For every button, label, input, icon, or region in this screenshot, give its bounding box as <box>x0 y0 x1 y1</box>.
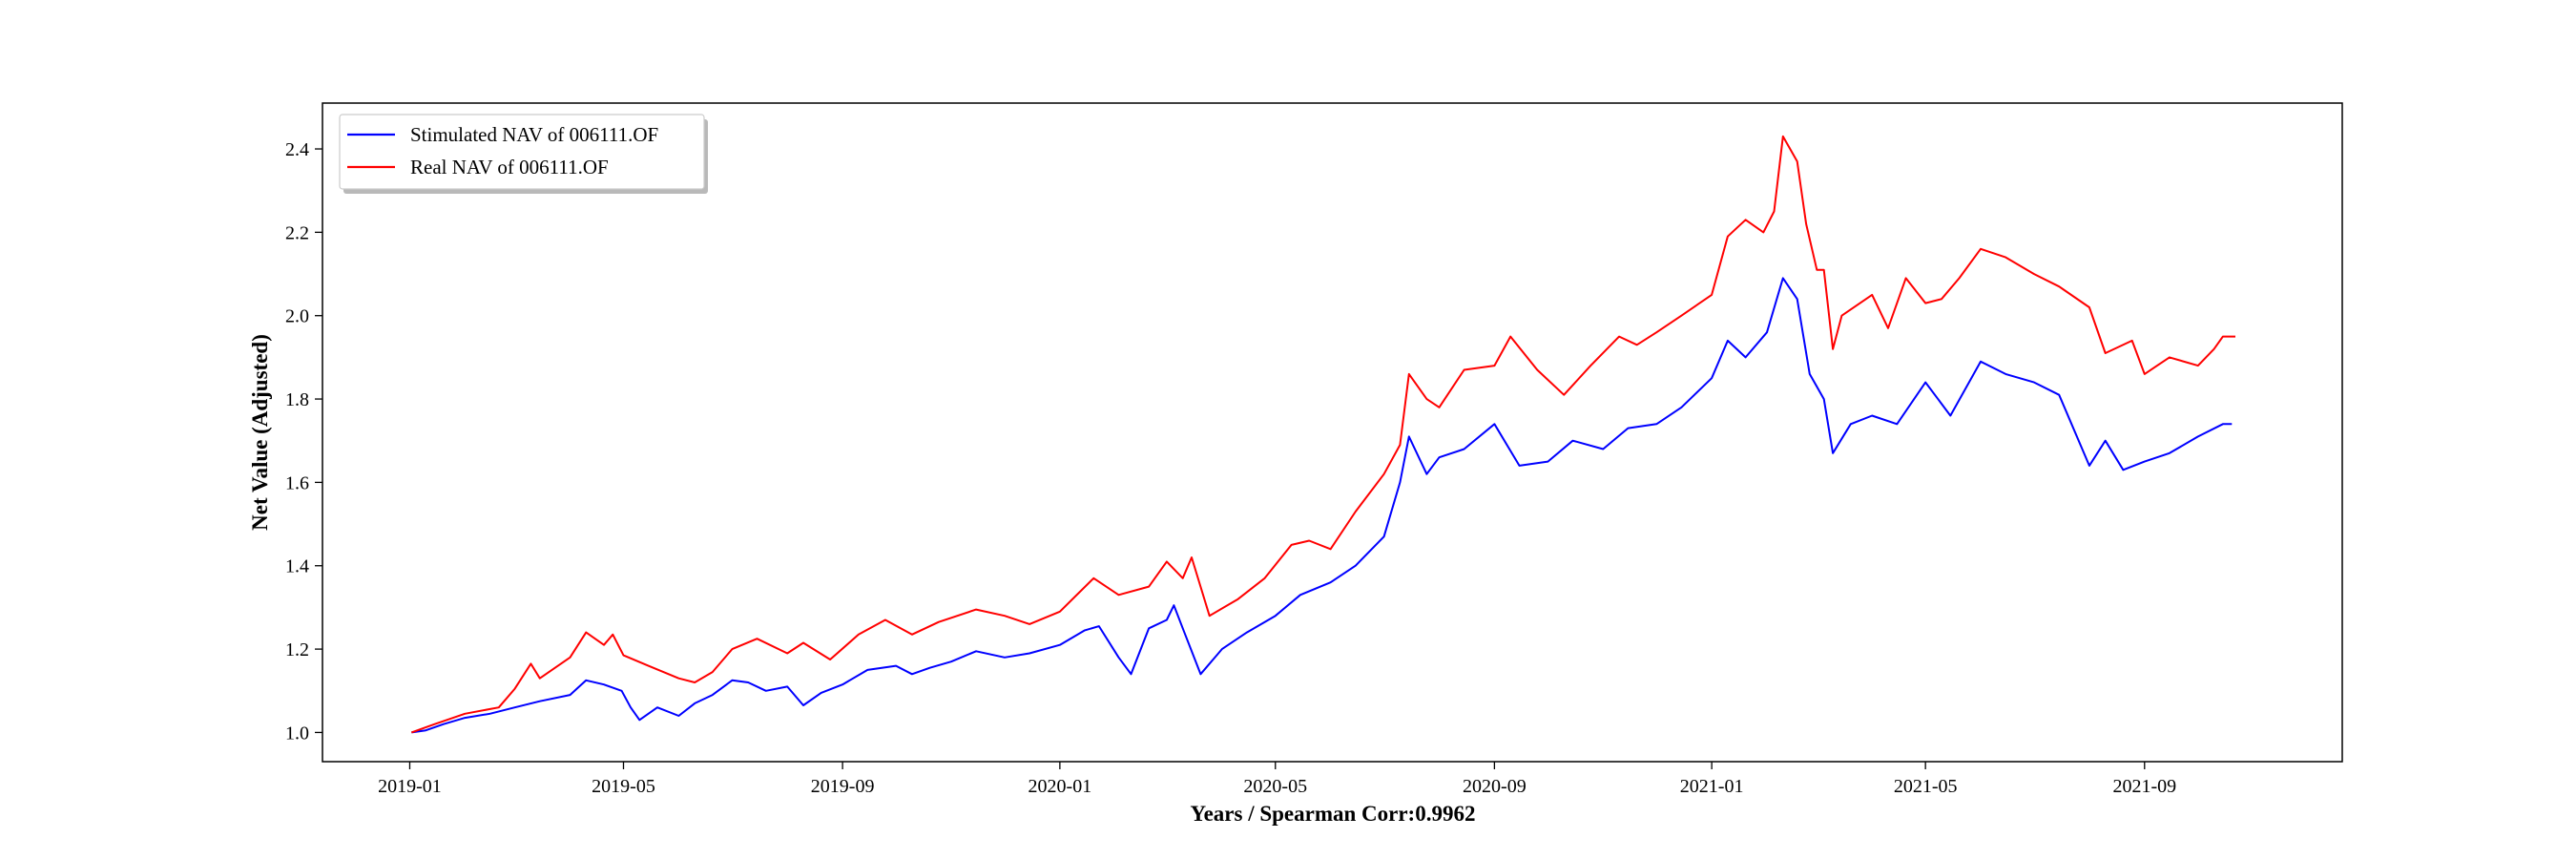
plot-frame <box>322 102 2343 763</box>
x-tick-label: 2021-09 <box>2112 776 2176 797</box>
y-tick-label: 1.6 <box>285 472 309 493</box>
x-tick-label: 2020-09 <box>1463 776 1527 797</box>
y-tick-label: 2.0 <box>285 306 309 327</box>
y-tick-label: 1.0 <box>285 723 309 744</box>
legend-label-real: Real NAV of 006111.OF <box>410 156 609 178</box>
y-tick-label: 2.2 <box>285 222 309 243</box>
legend-box <box>339 114 705 190</box>
series-line-real <box>410 135 2235 734</box>
y-tick-label: 1.8 <box>285 389 309 410</box>
x-axis-label: Years / Spearman Corr:0.9962 <box>1191 802 1476 826</box>
x-axis: 2019-01 2019-05 2019-09 2020-01 2020-05 2020-… <box>378 762 2176 797</box>
x-tick-label: 2019-01 <box>378 776 442 797</box>
x-tick-label: 2020-01 <box>1028 776 1092 797</box>
legend-label-stimulated: Stimulated NAV of 006111.OF <box>410 123 658 146</box>
series-line-stimulated <box>411 277 2233 734</box>
y-tick-label: 2.4 <box>285 139 309 160</box>
y-axis: 1.0 1.2 1.4 1.6 1.8 2.0 2.2 2.4 <box>285 139 322 744</box>
x-tick-label: 2020-05 <box>1243 776 1307 797</box>
x-tick-label: 2021-05 <box>1894 776 1958 797</box>
y-axis-label: Net Value (Adjusted) <box>248 334 272 531</box>
x-tick-label: 2021-01 <box>1680 776 1744 797</box>
series-layer <box>410 135 2235 734</box>
x-tick-label: 2019-09 <box>811 776 875 797</box>
y-tick-label: 1.2 <box>285 639 309 660</box>
y-tick-label: 1.4 <box>285 556 309 577</box>
x-tick-label: 2019-05 <box>592 776 655 797</box>
legend: Stimulated NAV of 006111.OF Real NAV of … <box>339 114 708 194</box>
